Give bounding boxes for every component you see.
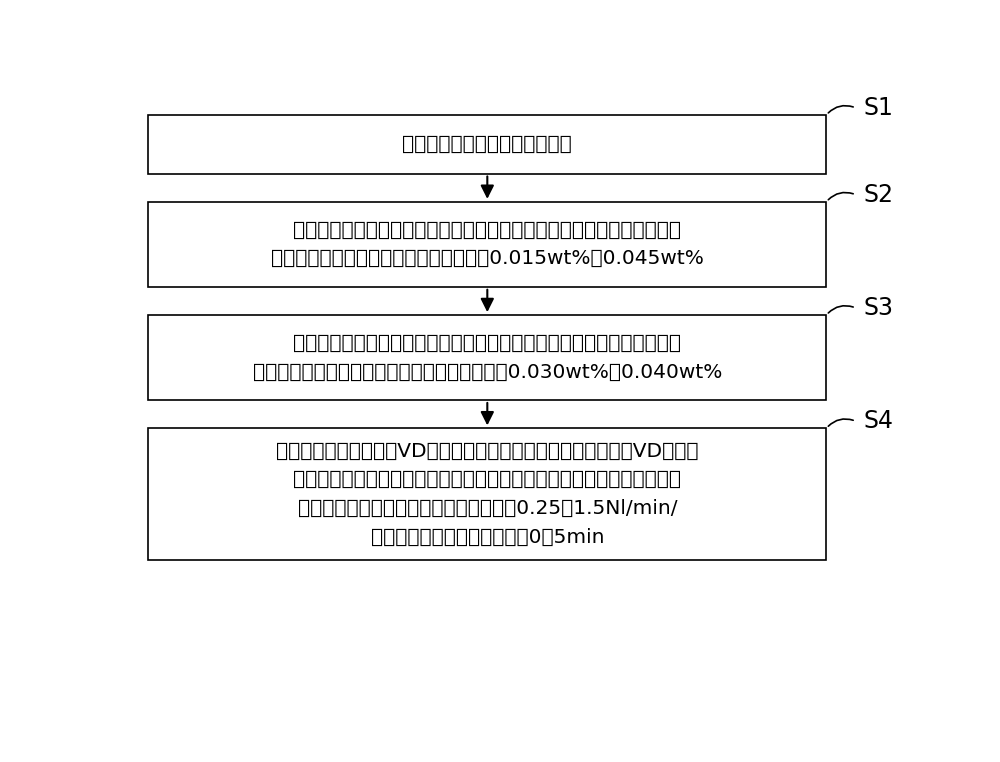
Bar	[148, 428, 826, 560]
Text: S1: S1	[864, 96, 893, 120]
Text: 将铁水进行冶炼，获得冶炼钓液: 将铁水进行冶炼，获得冶炼钓液	[402, 135, 572, 154]
Text: S2: S2	[864, 183, 894, 207]
Bar	[148, 115, 826, 174]
Text: 将所述预精炼钓液进行VD精炼，获得低碳精炼钓液；其中，所述VD精炼中
，进行底吹氩气和抗真空处理，并测得所述抗真空处理后的真空度，根据
所述真空度以调整所述底吹: 将所述预精炼钓液进行VD精炼，获得低碳精炼钓液；其中，所述VD精炼中 ，进行底吹…	[276, 442, 699, 547]
Text: S3: S3	[864, 296, 894, 320]
Text: S4: S4	[864, 409, 894, 433]
Text: 将所述出钓钓液进行预精炼，获得预精炼钓液；其中，所述预精炼中，加
入白灰和萧石以控制所述预精炼钓液中氧含量在0.030wt%～0.040wt%: 将所述出钓钓液进行预精炼，获得预精炼钓液；其中，所述预精炼中，加 入白灰和萧石以…	[253, 334, 722, 382]
Text: 将所述冶炼钓液出钓，获得出钓钓液；其中，所述出钓过程中进行底吹氩
气和强搅处理，所述出钓钓液的碳含量为0.015wt%～0.045wt%: 将所述冶炼钓液出钓，获得出钓钓液；其中，所述出钓过程中进行底吹氩 气和强搅处理，…	[271, 220, 704, 268]
Bar	[148, 202, 826, 287]
Bar	[148, 315, 826, 400]
